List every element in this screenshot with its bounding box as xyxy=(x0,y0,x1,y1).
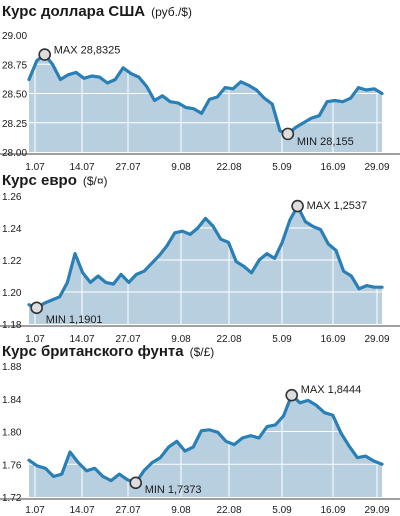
y-tick-label: 1.26 xyxy=(2,192,22,203)
x-tick-label: 5.09 xyxy=(272,334,292,345)
area-fill xyxy=(29,395,382,497)
chart-panel-2: Курс евро ($/¤) 1.26 1.24 1.22 1.20 1.181.07 14… xyxy=(0,172,400,345)
x-tick-label: 27.07 xyxy=(115,162,140,173)
x-tick-label: 22.08 xyxy=(216,334,241,345)
y-tick-label: 1.80 xyxy=(2,428,22,439)
y-tick-label: 28.25 xyxy=(2,119,27,130)
x-tick-label: 5.09 xyxy=(272,162,292,173)
max-marker xyxy=(285,388,298,402)
x-tick-label: 1.07 xyxy=(25,162,45,173)
x-tick-label: 22.08 xyxy=(216,505,241,516)
y-tick-label: 1.18 xyxy=(2,320,22,331)
x-tick-label: 16.09 xyxy=(320,162,345,173)
x-tick-label: 27.07 xyxy=(115,505,140,516)
chart-panel-3: Курс британского фунта ($/£) 1.88 1.84 1.80 1… xyxy=(0,343,400,516)
x-tick-label: 14.07 xyxy=(69,505,94,516)
x-tick-label: 16.09 xyxy=(320,505,345,516)
min-label: MIN 1,7373 xyxy=(145,484,202,496)
y-tick-label: 1.84 xyxy=(2,395,22,406)
x-tick-label: 29.09 xyxy=(364,162,389,173)
chart-panel-1: Курс доллара США (руб./$) 29.00 28.75 28.50 2… xyxy=(0,3,400,173)
x-tick-label: 16.09 xyxy=(320,334,345,345)
min-marker xyxy=(30,301,43,315)
x-tick-label: 22.08 xyxy=(216,162,241,173)
min-label: MIN 28,155 xyxy=(297,136,354,148)
min-marker xyxy=(129,476,143,490)
max-marker xyxy=(38,48,51,61)
x-tick-label: 9.08 xyxy=(171,162,191,173)
x-tick-label: 1.07 xyxy=(25,334,45,345)
x-tick-label: 27.07 xyxy=(115,334,140,345)
x-tick-label: 1.07 xyxy=(25,505,45,516)
area-fill xyxy=(29,206,382,324)
chart-unit: ($/£) xyxy=(190,345,215,359)
y-tick-label: 1.22 xyxy=(2,256,22,267)
y-tick-label: 28.75 xyxy=(2,60,27,71)
y-tick-label: 1.88 xyxy=(2,362,22,373)
chart-title: Курс доллара США xyxy=(2,3,145,20)
x-tick-label: 14.07 xyxy=(69,334,94,345)
y-tick-label: 1.20 xyxy=(2,288,22,299)
x-tick-label: 29.09 xyxy=(364,505,389,516)
y-tick-label: 29.00 xyxy=(2,31,27,42)
min-marker xyxy=(281,127,295,141)
max-label: MAX 28,8325 xyxy=(54,45,121,57)
max-label: MAX 1,2537 xyxy=(307,200,368,212)
chart-title: Курс британского фунта xyxy=(2,343,184,360)
x-tick-label: 29.09 xyxy=(364,334,389,345)
y-tick-label: 1.24 xyxy=(2,224,22,235)
y-tick-label: 28.00 xyxy=(2,148,27,159)
chart-unit: ($/¤) xyxy=(83,174,108,188)
series-line xyxy=(27,393,384,485)
y-tick-label: 28.50 xyxy=(2,90,27,101)
y-tick-label: 1.76 xyxy=(2,460,22,471)
chart-title: Курс евро xyxy=(2,172,77,189)
series-line xyxy=(27,204,384,310)
max-label: MAX 1,8444 xyxy=(301,384,362,396)
series-line xyxy=(27,53,384,136)
y-tick-label: 1.72 xyxy=(2,493,22,504)
chart-unit: (руб./$) xyxy=(151,5,192,19)
x-tick-label: 14.07 xyxy=(69,162,94,173)
x-tick-label: 9.08 xyxy=(171,505,191,516)
x-tick-label: 5.09 xyxy=(272,505,292,516)
x-tick-label: 9.08 xyxy=(171,334,191,345)
min-label: MIN 1,1901 xyxy=(46,314,103,326)
max-marker xyxy=(291,199,304,213)
